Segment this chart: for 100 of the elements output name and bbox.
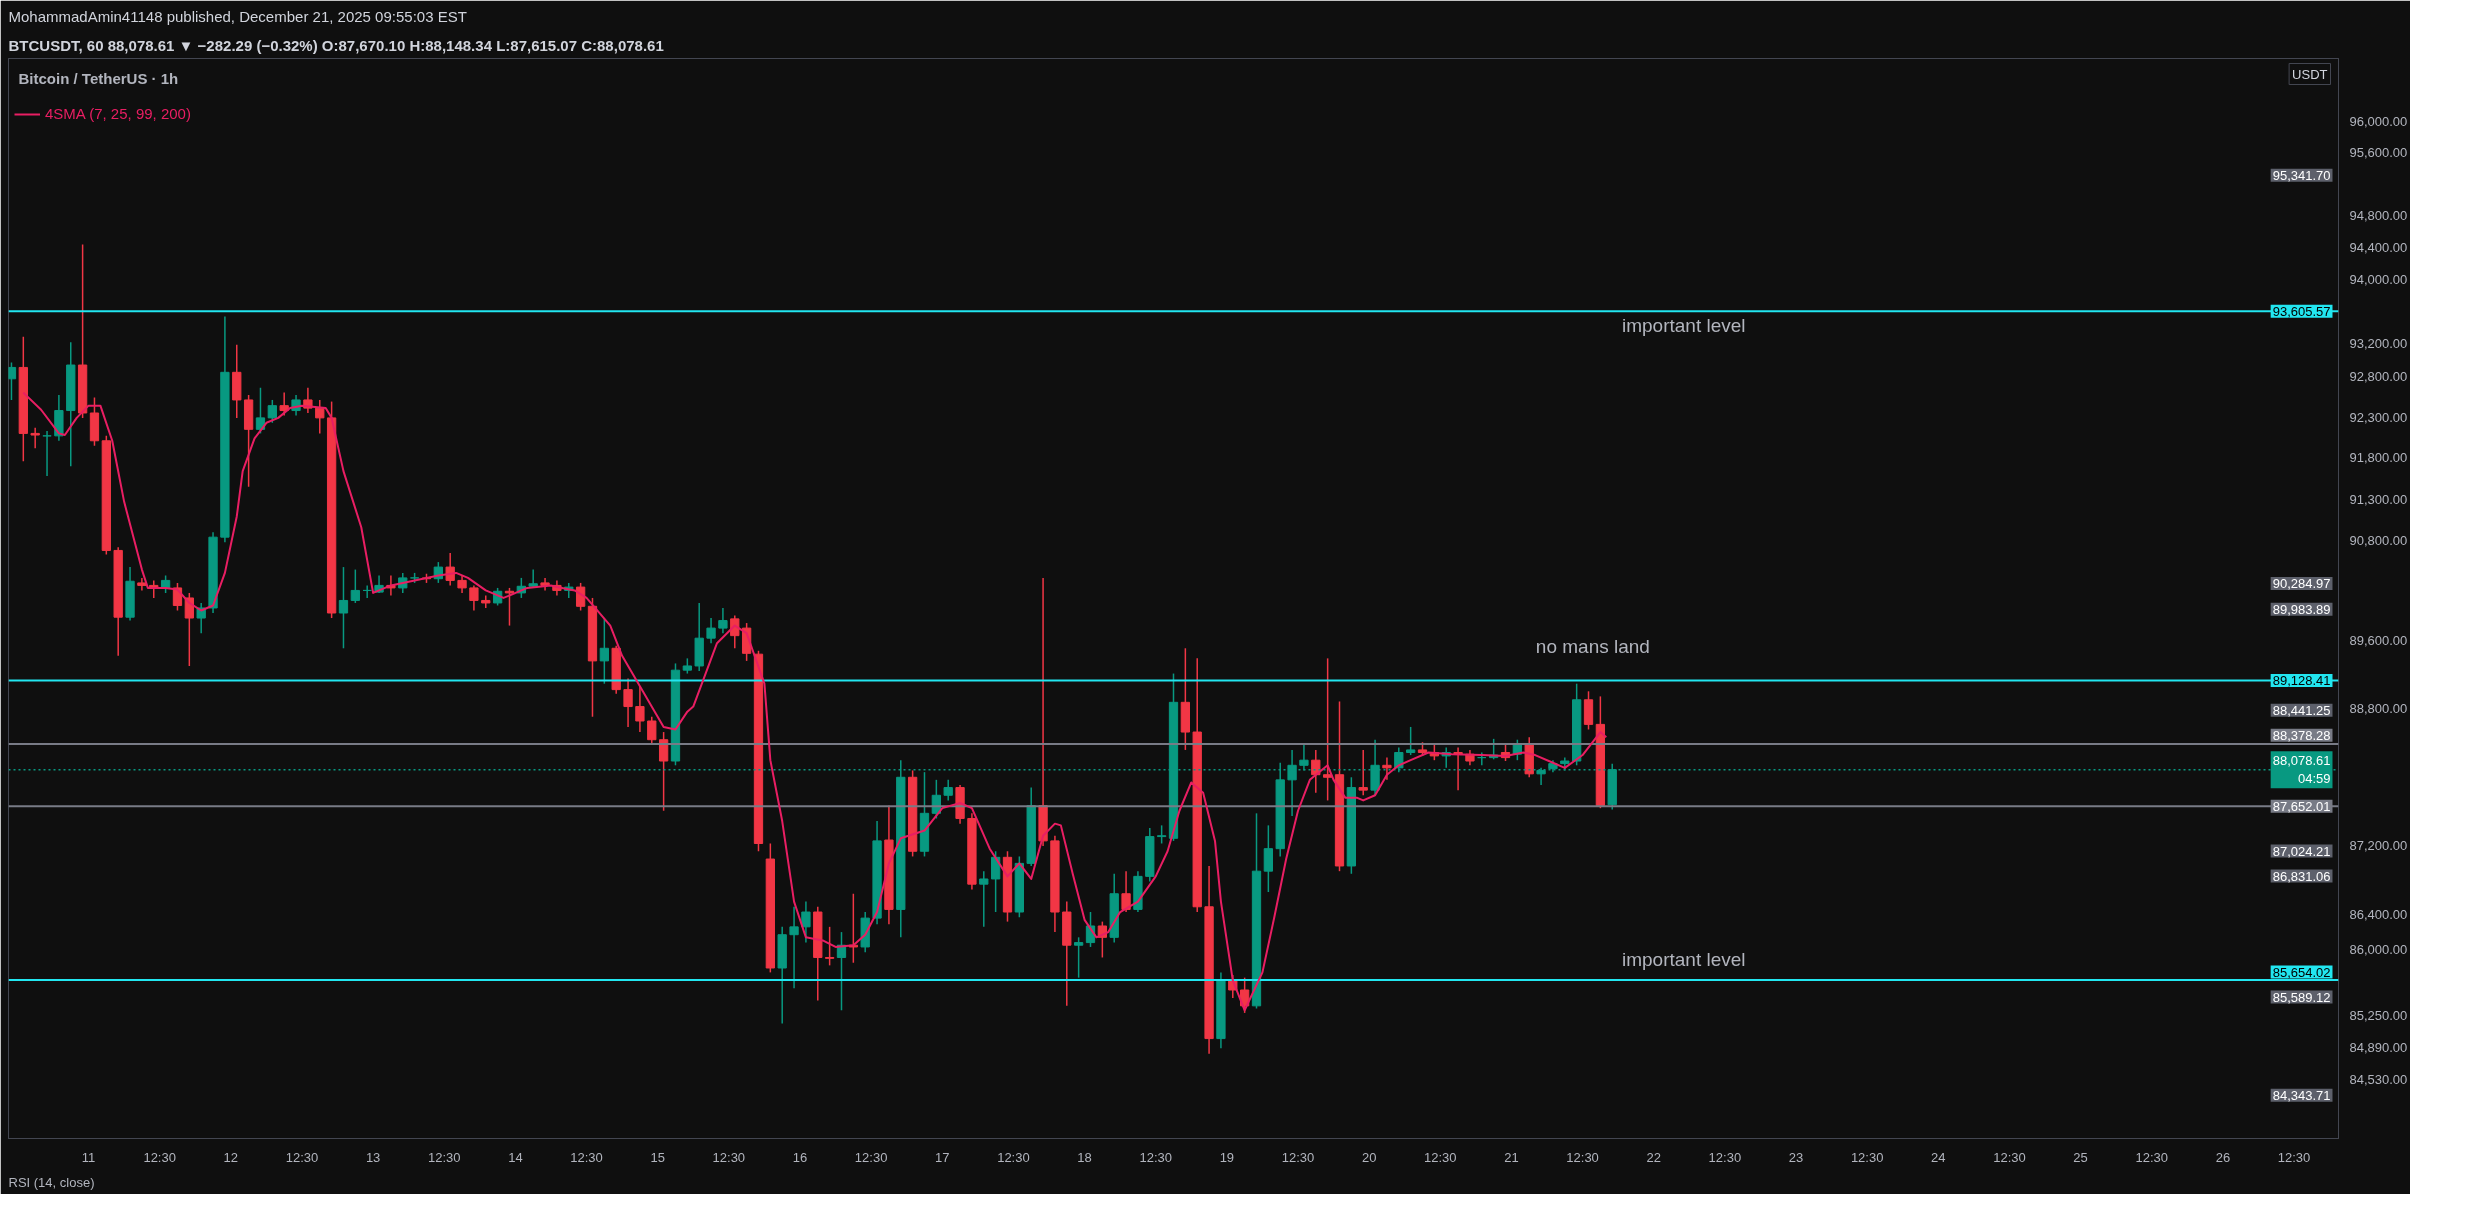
candlestick — [30, 426, 40, 449]
annotation: 88,441.25 — [2272, 702, 2331, 718]
candlestick — [635, 685, 645, 733]
x-tick-label: 12:30 — [143, 1149, 176, 1165]
y-tick-label: 94,400.00 — [2349, 240, 2408, 256]
x-tick-label: 21 — [1504, 1149, 1519, 1165]
y-tick-label: 87,200.00 — [2349, 837, 2408, 853]
candlestick — [979, 870, 989, 928]
text: MohammadAmin41148 published, December 21, 2025 09:55:03 EST — [8, 7, 467, 25]
candlestick — [599, 617, 609, 685]
candlestick — [718, 607, 728, 634]
ref-line-label: 88,078.61 04:59 — [2272, 753, 2331, 787]
candlestick — [42, 430, 52, 477]
candlestick — [315, 399, 325, 435]
x-tick-label: 22 — [1646, 1149, 1661, 1165]
candlestick — [504, 587, 515, 627]
candlestick — [481, 594, 491, 609]
text: 4SMA (7, 25, 99, 200) — [45, 105, 191, 122]
x-tick-label: 24 — [1931, 1149, 1946, 1165]
annotation: important level — [1621, 948, 1746, 970]
candlestick — [338, 566, 349, 650]
y-tick-label: 91,800.00 — [2349, 450, 2408, 466]
candlestick — [1156, 824, 1167, 845]
y-tick-label: 94,000.00 — [2349, 272, 2408, 288]
x-tick-label: 12:30 — [1993, 1149, 2026, 1165]
candlestick — [8, 361, 17, 401]
y-tick-label: 84,530.00 — [2349, 1071, 2408, 1087]
annotation: 87,024.21 — [2272, 843, 2331, 859]
annotation: 89,983.89 — [2272, 601, 2331, 617]
y-tick-label: 92,300.00 — [2349, 409, 2408, 425]
candlestick — [1323, 657, 1333, 802]
x-tick-label: 23 — [1788, 1149, 1804, 1165]
y-tick-label: 85,250.00 — [2349, 1008, 2408, 1024]
x-tick-label: 20 — [1361, 1149, 1377, 1165]
y-tick-label: 86,400.00 — [2349, 907, 2408, 923]
y-axis-title: USDT — [2292, 66, 2328, 82]
y-tick-label: 88,800.00 — [2349, 700, 2408, 716]
y-tick-label: 84,890.00 — [2349, 1039, 2408, 1055]
x-tick-label: 12:30 — [997, 1149, 1030, 1165]
line-series — [22, 391, 1608, 1012]
annotation: important level — [1621, 314, 1746, 336]
candlestick — [801, 900, 811, 944]
candlestick — [1382, 756, 1392, 781]
x-tick-label: 12:30 — [1566, 1149, 1599, 1165]
candlestick — [658, 731, 669, 812]
candlestick — [1121, 870, 1131, 913]
candlestick — [350, 568, 360, 604]
x-tick-label: 18 — [1077, 1149, 1092, 1165]
annotation: 85,589.12 — [2272, 989, 2331, 1005]
x-tick-label: 12:30 — [285, 1149, 319, 1165]
x-tick-label: 12:30 — [1708, 1149, 1742, 1165]
candlestick — [1311, 749, 1321, 794]
x-tick-label: 19 — [1219, 1149, 1235, 1165]
x-tick-label: 12:30 — [570, 1149, 603, 1165]
ref-line-label: 89,128.41 — [2272, 672, 2331, 688]
x-tick-label: 12:30 — [1850, 1149, 1884, 1165]
candlestick — [990, 850, 1001, 913]
x-tick-label: 15 — [650, 1149, 665, 1165]
annotation: 90,284.97 — [2272, 575, 2331, 591]
candlestick — [706, 617, 716, 644]
candlestick — [445, 552, 455, 587]
x-tick-label: 12:30 — [1424, 1149, 1457, 1165]
ref-line-label: 87,652.01 — [2272, 798, 2331, 814]
x-tick-label: 12 — [223, 1149, 239, 1165]
candlestick — [1358, 749, 1368, 797]
ref-line-label: 88,378.28 — [2272, 727, 2331, 743]
text: Bitcoin / TetherUS · 1h — [18, 69, 179, 87]
y-tick-label: 86,000.00 — [2349, 942, 2408, 958]
x-tick-label: 12:30 — [2135, 1149, 2169, 1165]
candlestick — [469, 584, 479, 612]
candlestick — [255, 387, 266, 435]
ref-line-label: 93,605.57 — [2272, 303, 2331, 319]
candlestick — [943, 779, 953, 802]
candlestick — [279, 391, 289, 417]
y-tick-label: 90,800.00 — [2349, 532, 2408, 548]
annotation: 86,831.06 — [2272, 868, 2331, 884]
x-tick-label: 12:30 — [1139, 1149, 1172, 1165]
x-tick-label: 12:30 — [2277, 1149, 2311, 1165]
x-tick-label: 25 — [2073, 1149, 2088, 1165]
x-tick-label: 14 — [508, 1149, 523, 1165]
x-tick-label: 12:30 — [428, 1149, 461, 1165]
candlestick — [1406, 726, 1416, 756]
annotation: 84,343.71 — [2272, 1087, 2331, 1103]
x-tick-label: 17 — [935, 1149, 950, 1165]
y-tick-label: 96,000.00 — [2349, 113, 2408, 129]
y-tick-label: 94,800.00 — [2349, 208, 2408, 224]
x-tick-label: 26 — [2215, 1149, 2231, 1165]
y-tick-label: 91,300.00 — [2349, 491, 2408, 507]
y-tick-label: 92,800.00 — [2349, 368, 2408, 384]
x-tick-label: 12:30 — [1281, 1149, 1315, 1165]
x-tick-label: 16 — [792, 1149, 808, 1165]
candlestick — [1073, 936, 1084, 979]
candlestick — [647, 715, 657, 746]
text: BTCUSDT, 60 88,078.61 ▼ −282.29 (−0.32%) O:87,670.10 H:88,148.34 L:87,615.07 C:88,078.61 — [8, 36, 664, 54]
candlestick — [1263, 824, 1274, 893]
y-tick-label: 95,600.00 — [2349, 144, 2408, 160]
candlestick — [267, 399, 277, 424]
candlestick — [789, 906, 799, 989]
ref-line-label: 85,654.02 — [2272, 964, 2331, 980]
y-tick-label: 89,600.00 — [2349, 633, 2408, 649]
